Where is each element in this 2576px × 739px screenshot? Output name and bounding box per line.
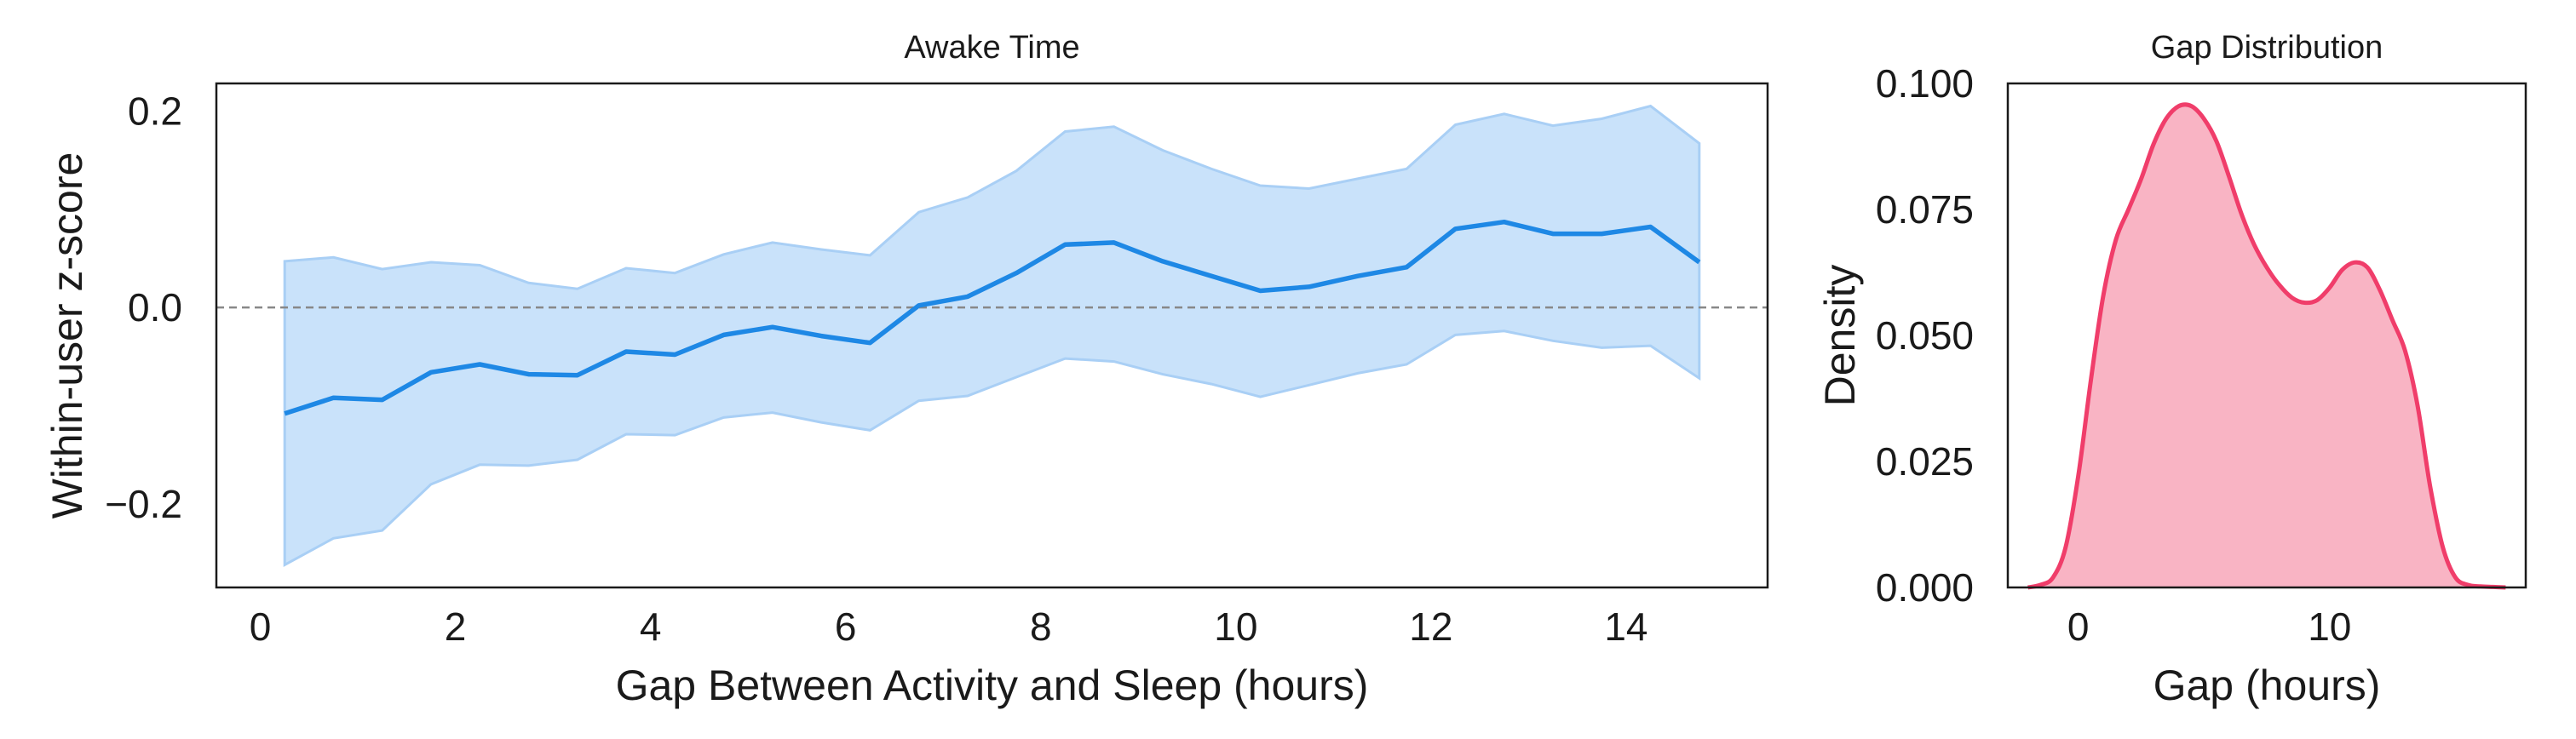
gap-distribution-x-axis-label: Gap (hours) bbox=[2153, 662, 2381, 709]
gap-distribution-title: Gap Distribution bbox=[2151, 30, 2383, 66]
mean-z-score-line bbox=[284, 219, 1701, 416]
gap-distribution-axes-frame bbox=[2006, 82, 2527, 589]
gap-distribution-x-ticks: 0 10 bbox=[2067, 604, 2352, 649]
density-curve bbox=[2027, 102, 2506, 590]
x-tick-label: 12 bbox=[1409, 604, 1452, 649]
awake-time-plot-area bbox=[216, 104, 1768, 568]
awake-time-x-axis-label: Gap Between Activity and Sleep (hours) bbox=[616, 662, 1369, 709]
x-tick-label: 14 bbox=[1604, 604, 1647, 649]
gap-distribution-y-axis-label: Density bbox=[1816, 265, 1864, 407]
y-tick-label: 0.2 bbox=[128, 89, 182, 133]
x-tick-label: 10 bbox=[1214, 604, 1257, 649]
gap-distribution-y-ticks: 0.000 0.025 0.050 0.075 0.100 bbox=[1876, 61, 1974, 610]
y-tick-label: 0.050 bbox=[1876, 313, 1974, 358]
awake-time-x-ticks: 0 2 4 6 8 10 12 14 bbox=[250, 604, 1648, 649]
x-tick-label: 4 bbox=[640, 604, 662, 649]
x-tick-label: 8 bbox=[1030, 604, 1052, 649]
x-tick-label: 2 bbox=[445, 604, 467, 649]
gap-distribution-chart: 0.000 0.025 0.050 0.075 0.100 0 10 Gap Distri… bbox=[1816, 30, 2527, 709]
density-area bbox=[2027, 104, 2506, 588]
x-tick-label: 0 bbox=[250, 604, 272, 649]
x-tick-label: 0 bbox=[2067, 604, 2090, 649]
y-tick-label: 0.100 bbox=[1876, 61, 1974, 106]
y-tick-label: −0.2 bbox=[105, 482, 182, 526]
y-tick-label: 0.075 bbox=[1876, 187, 1974, 232]
x-tick-label: 10 bbox=[2308, 604, 2351, 649]
awake-time-y-axis-label: Within-user z-score bbox=[43, 152, 91, 519]
confidence-band bbox=[283, 104, 1701, 568]
awake-time-title: Awake Time bbox=[904, 30, 1079, 66]
y-tick-label: 0.025 bbox=[1876, 439, 1974, 484]
awake-time-axes-frame bbox=[215, 82, 1769, 589]
gap-distribution-plot-area bbox=[2027, 102, 2506, 590]
awake-time-y-ticks: −0.2 0.0 0.2 bbox=[105, 89, 182, 526]
y-tick-label: 0.000 bbox=[1876, 565, 1974, 610]
x-tick-label: 6 bbox=[835, 604, 857, 649]
y-tick-label: 0.0 bbox=[128, 285, 182, 329]
awake-time-chart: −0.2 0.0 0.2 0 2 4 6 8 10 12 14 Awake Time Gap Be… bbox=[43, 30, 1769, 709]
